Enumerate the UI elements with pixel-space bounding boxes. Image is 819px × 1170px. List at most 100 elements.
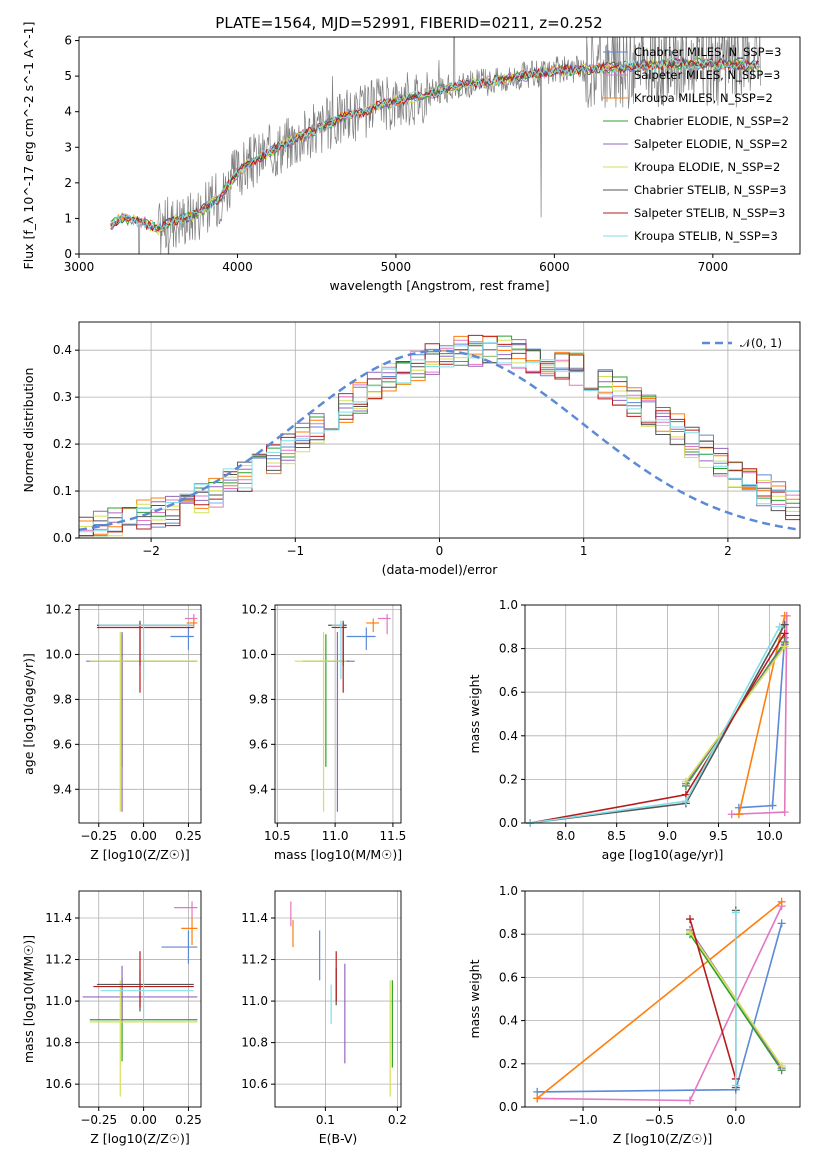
weight-series-line [530,624,786,824]
x-tick-label: 9.0 [658,829,677,843]
x-tick-label: 1 [580,544,588,558]
x-axis-label: Z [log10(Z/Z☉)] [613,1131,713,1146]
y-tick-label: 2 [64,176,72,190]
x-tick-label: 4000 [222,260,253,274]
ebv-mass-frame [274,890,402,1108]
y-tick-label: 0.3 [53,390,72,404]
x-axis-label: E(B-V) [319,1131,358,1146]
weight-marker [686,928,694,937]
y-tick-label: 0.0 [53,531,72,545]
y-tick-label: 9.6 [53,737,72,751]
residual-histogram [79,339,800,536]
x-tick-label: −0.5 [645,1113,674,1127]
y-axis-label: mass weight [467,959,482,1038]
y-tick-label: 0.8 [499,642,518,656]
weight-series-line [689,918,737,1080]
y-tick-label: 1.0 [499,598,518,612]
weight-marker [686,1096,694,1105]
y-axis-label: age [log10(age/yr)] [21,653,36,775]
x-tick-label: 11.5 [380,829,407,843]
y-tick-label: 0.4 [499,1014,518,1028]
x-tick-label: 3000 [64,260,95,274]
y-tick-label: 0.2 [53,437,72,451]
legend-entry: Kroupa STELIB, N_SSP=3 [634,229,778,243]
y-tick-label: 0 [64,247,72,261]
residual-histogram [79,342,800,533]
x-tick-label: 0.0 [726,1113,745,1127]
x-tick-label: −1.0 [568,1113,597,1127]
legend-entry: Salpeter STELIB, N_SSP=3 [634,206,785,220]
x-tick-label: 0.1 [316,1113,335,1127]
spectrum-frame [78,36,801,255]
legend-entry: Chabrier ELODIE, N_SSP=2 [634,114,789,128]
y-tick-label: 0.1 [53,484,72,498]
legend-entry: Salpeter MILES, N_SSP=3 [634,68,780,82]
y-tick-label: 6 [64,34,72,48]
x-tick-label: 0.2 [388,1113,407,1127]
y-tick-label: 10.6 [241,1077,268,1091]
observed-spectrum-line [110,37,761,254]
x-tick-label: 6000 [539,260,570,274]
residual-histogram [79,334,800,537]
y-tick-label: 11.2 [241,953,268,967]
weight-marker [777,1061,786,1070]
spectrum-plot [110,37,761,254]
x-axis-label: Z [log10(Z/Z☉)] [90,1131,190,1146]
x-tick-label: 0.25 [175,1113,202,1127]
model-spectrum-line [110,57,760,231]
weight-marker [777,919,786,928]
y-tick-label: 0.6 [499,970,518,984]
x-axis-label: age [log10(age/yr)] [602,847,724,862]
weight-series-line [536,901,783,1100]
y-tick-label: 1.0 [499,884,518,898]
x-tick-label: 7000 [698,260,729,274]
x-tick-label: −0.25 [80,829,117,843]
y-tick-label: 9.8 [53,692,72,706]
x-axis-label: Z [log10(Z/Z☉)] [90,847,190,862]
z-weight-frame [524,890,801,1108]
mass-age-frame [274,604,402,824]
x-tick-label: 0.25 [175,829,202,843]
x-tick-label: −0.25 [80,1113,117,1127]
x-tick-label: 2 [724,544,732,558]
weight-marker [777,897,786,906]
weight-marker [780,629,789,638]
x-tick-label: 8.0 [556,829,575,843]
y-tick-label: 10.0 [241,647,268,661]
weight-marker [681,797,690,806]
y-tick-label: 0.4 [53,343,72,357]
y-axis-label: Flux [f_λ 10^-17 erg cm^-2 s^-1 A^-1] [21,22,36,270]
legend-entry: Chabrier STELIB, N_SSP=3 [634,183,786,197]
y-axis-label: Normed distribution [21,368,36,493]
y-tick-label: 9.8 [249,692,268,706]
x-tick-label: −1 [286,544,304,558]
y-tick-label: 9.6 [249,737,268,751]
y-tick-label: 1 [64,211,72,225]
y-axis-label: mass weight [467,674,482,753]
y-tick-label: 5 [64,69,72,83]
weight-marker [727,810,736,819]
x-tick-label: 10.5 [264,829,291,843]
weight-marker [780,620,789,629]
y-tick-label: 0.4 [499,729,518,743]
y-tick-label: 10.6 [45,1077,72,1091]
y-tick-label: 9.4 [53,782,72,796]
model-spectrum-line [110,57,760,232]
weight-marker [775,622,784,631]
y-tick-label: 10.8 [45,1036,72,1050]
x-tick-label: 8.5 [607,829,626,843]
x-tick-label: 9.5 [709,829,728,843]
x-axis-label: wavelength [Angstrom, rest frame] [329,278,549,293]
weight-marker [734,810,743,819]
legend-entry: Kroupa ELODIE, N_SSP=2 [634,160,780,174]
x-tick-label: 0 [436,544,444,558]
weight-marker [780,611,789,620]
x-axis-label: mass [log10(M/M☉)] [274,847,402,862]
weight-series-line [529,632,786,824]
z-mass-frame [78,890,202,1108]
legend-entry: 𝒩(0, 1) [740,336,782,350]
legend-entry: Kroupa MILES, N_SSP=2 [634,91,773,105]
age-weight-frame [524,604,801,824]
y-tick-label: 3 [64,140,72,154]
weight-marker [780,642,789,651]
